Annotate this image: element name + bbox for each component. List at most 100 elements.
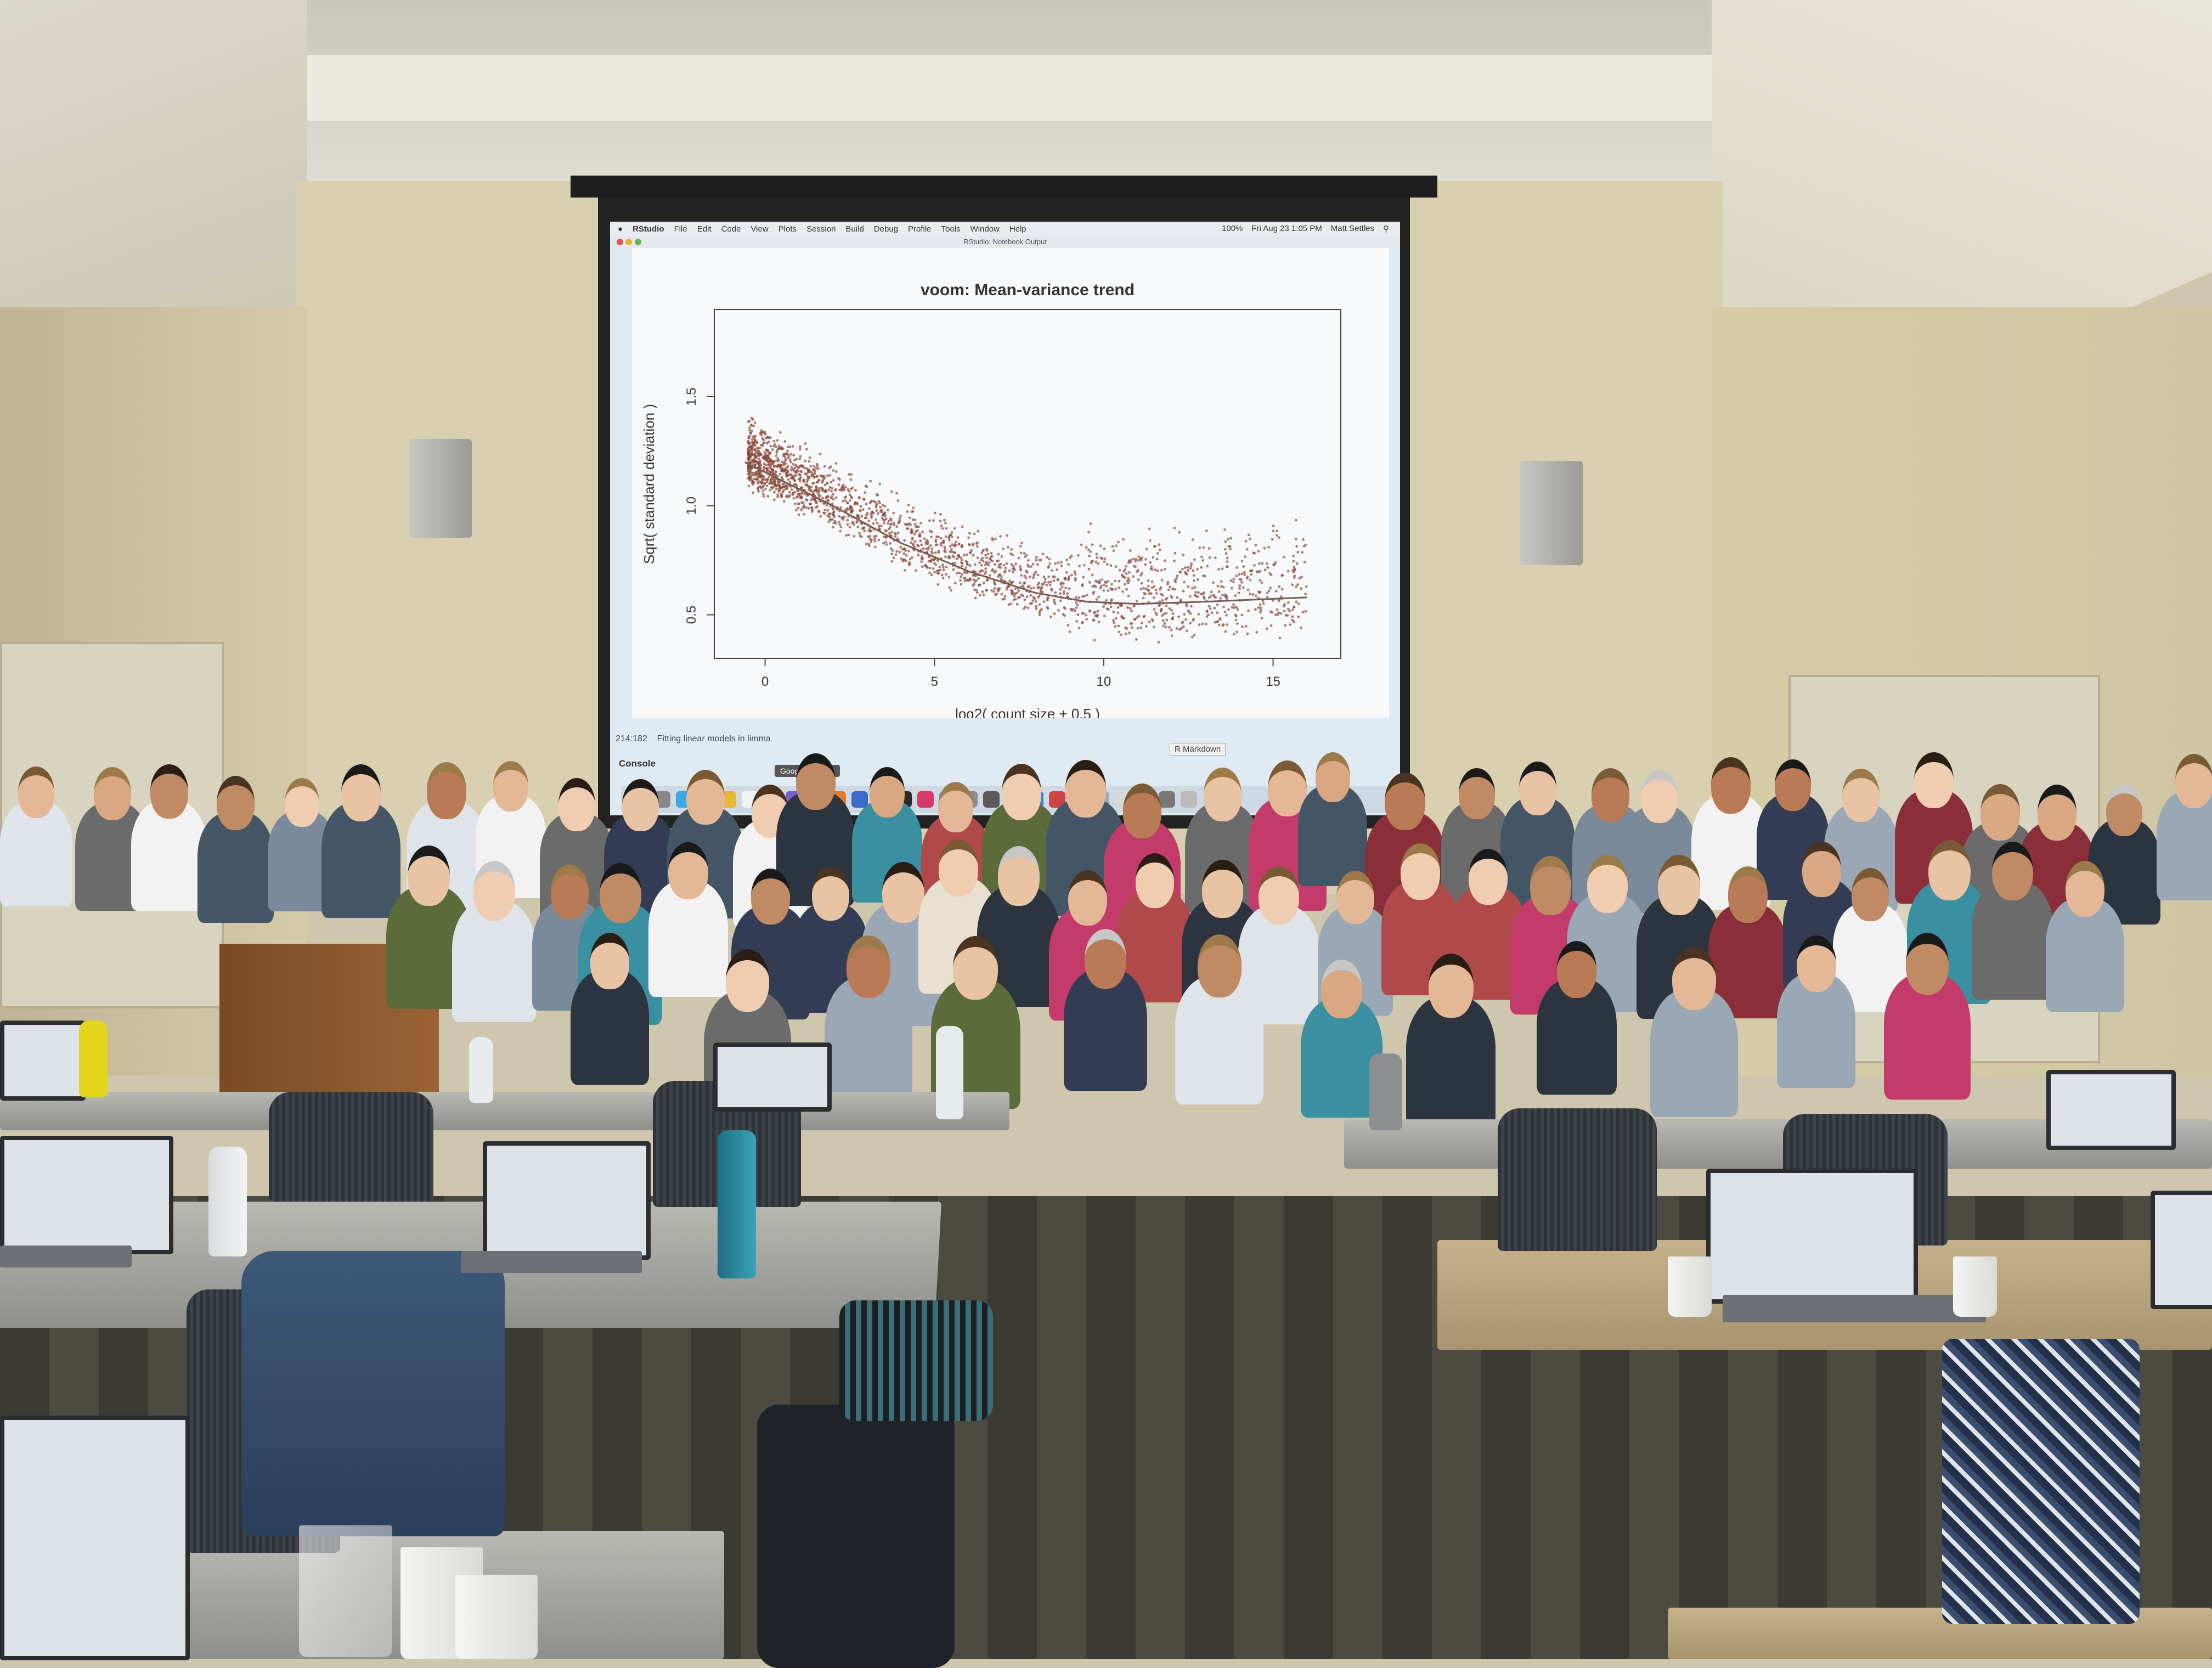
scatter-point <box>1107 589 1110 592</box>
scatter-point <box>808 487 811 490</box>
scatter-point <box>948 538 951 542</box>
scatter-point <box>871 510 874 514</box>
scatter-point <box>1085 594 1088 596</box>
close-icon[interactable] <box>617 239 623 245</box>
menu-help[interactable]: Help <box>1009 224 1026 234</box>
scatter-point <box>748 429 751 432</box>
scatter-point <box>1245 548 1249 551</box>
scatter-point <box>1235 574 1238 578</box>
menu-tools[interactable]: Tools <box>941 224 961 234</box>
editor-status: 214:182 Fitting linear models in limma <box>616 734 771 744</box>
plastic-cup <box>299 1525 392 1657</box>
scatter-point <box>1088 581 1091 584</box>
scatter-point <box>761 477 764 481</box>
scatter-point <box>1137 559 1140 562</box>
scatter-point <box>1163 567 1166 571</box>
scatter-point <box>1035 607 1038 610</box>
scatter-point <box>838 520 840 523</box>
dock-app-icon[interactable] <box>851 791 868 808</box>
scatter-point <box>1126 606 1129 609</box>
scatter-point <box>749 442 752 445</box>
person-head <box>94 767 131 821</box>
scatter-point <box>755 451 759 454</box>
scatter-point <box>928 566 932 570</box>
scatter-point <box>1175 627 1178 630</box>
scatter-point <box>1043 577 1047 581</box>
dock-app-icon[interactable] <box>1159 791 1175 808</box>
menu-file[interactable]: File <box>674 224 687 234</box>
scatter-point <box>1250 573 1253 576</box>
scatter-point <box>981 556 984 560</box>
menu-build[interactable]: Build <box>845 224 864 234</box>
person-head <box>726 949 770 1012</box>
scatter-point <box>861 508 865 511</box>
scatter-point <box>832 521 836 525</box>
scatter-point <box>941 566 945 568</box>
scatter-point <box>973 583 975 586</box>
scatter-point <box>978 561 981 564</box>
scatter-point <box>848 526 851 529</box>
search-icon[interactable]: ⚲ <box>1383 224 1389 234</box>
scatter-point <box>1133 618 1136 621</box>
scatter-point <box>1001 598 1005 601</box>
scatter-point <box>1177 615 1180 618</box>
scatter-point <box>863 529 866 533</box>
scatter-point <box>1259 606 1262 609</box>
scatter-point <box>961 545 964 548</box>
scatter-point <box>1096 610 1099 612</box>
scatter-point <box>775 454 778 458</box>
scatter-point <box>750 444 753 448</box>
menubar-user[interactable]: Matt Settles <box>1330 224 1374 233</box>
window-controls[interactable] <box>617 238 641 248</box>
scatter-point <box>992 580 996 583</box>
scatter-point <box>853 523 855 526</box>
scatter-point <box>896 531 900 534</box>
person-head <box>1905 933 1949 995</box>
scatter-point <box>759 471 762 475</box>
console-label[interactable]: Console <box>619 758 656 769</box>
scatter-point <box>788 458 792 461</box>
scatter-point <box>797 489 800 492</box>
minimize-icon[interactable] <box>625 239 633 245</box>
scatter-point <box>1142 596 1145 600</box>
menu-edit[interactable]: Edit <box>697 224 712 234</box>
scatter-point <box>1257 550 1260 553</box>
menu-plots[interactable]: Plots <box>778 224 797 234</box>
scatter-point <box>905 560 907 563</box>
scatter-point <box>1239 578 1243 581</box>
maximize-icon[interactable] <box>634 239 641 245</box>
dock-app-icon[interactable] <box>1181 791 1197 808</box>
scatter-point <box>1088 554 1091 557</box>
scatter-point <box>748 426 751 429</box>
menu-debug[interactable]: Debug <box>873 224 898 234</box>
scatter-point <box>976 541 979 544</box>
scatter-point <box>944 548 947 551</box>
scatter-point <box>1188 595 1192 598</box>
scatter-point <box>997 553 1000 556</box>
menu-window[interactable]: Window <box>970 224 1000 234</box>
scatter-point <box>1293 621 1296 623</box>
scatter-point <box>827 500 830 503</box>
scatter-point <box>859 509 862 512</box>
scatter-point <box>883 511 887 514</box>
doc-type-selector[interactable]: R Markdown <box>1170 743 1226 756</box>
menu-code[interactable]: Code <box>721 224 741 234</box>
scatter-point <box>1178 628 1181 631</box>
menu-session[interactable]: Session <box>806 224 836 234</box>
dock-app-icon[interactable] <box>983 791 1000 808</box>
scatter-point <box>910 541 912 544</box>
scatter-point <box>843 488 845 492</box>
scatter-point <box>1073 570 1076 573</box>
scatter-point <box>1070 573 1073 577</box>
section-label[interactable]: Fitting linear models in limma <box>657 734 771 743</box>
dock-app-icon[interactable] <box>917 791 934 808</box>
scatter-point <box>1099 587 1102 590</box>
scatter-point <box>809 465 812 468</box>
scatter-point <box>1189 567 1192 570</box>
scatter-point <box>1136 570 1139 573</box>
menu-view[interactable]: View <box>751 224 769 234</box>
scatter-point <box>810 486 813 488</box>
scatter-point <box>1095 553 1098 556</box>
scatter-points <box>747 416 1308 644</box>
menu-profile[interactable]: Profile <box>908 224 932 234</box>
